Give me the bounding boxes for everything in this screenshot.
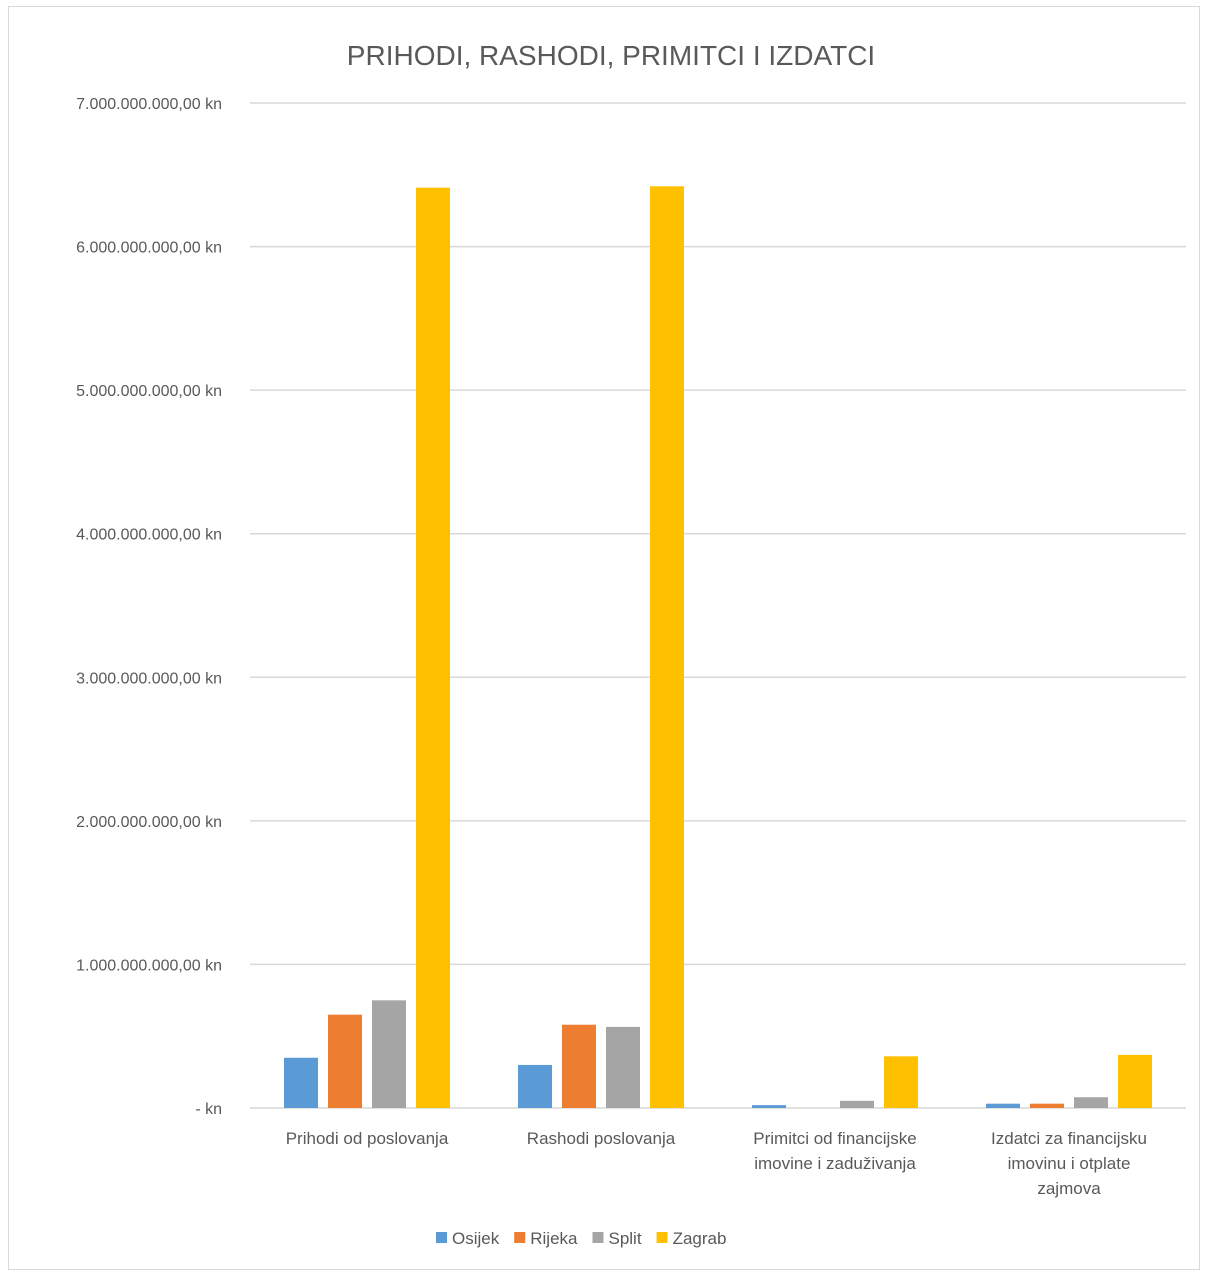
y-tick-label: 6.000.000.000,00 kn (76, 240, 222, 257)
chart-title: PRIHODI, RASHODI, PRIMITCI I IZDATCI (347, 40, 875, 71)
x-category-label: imovinu i otplate (1008, 1154, 1131, 1173)
x-category-label: Prihodi od poslovanja (286, 1129, 449, 1148)
bar-osijek-0 (284, 1057, 318, 1108)
y-tick-label: - kn (195, 1101, 222, 1118)
y-axis-ticks: - kn 1.000.000.000,00 kn 2.000.000.000,00 … (76, 96, 222, 1118)
y-tick-label: 7.000.000.000,00 kn (76, 96, 222, 113)
bar-split-1 (606, 1026, 640, 1108)
bar-zagrab-1 (650, 186, 684, 1108)
bar-split-3 (1074, 1097, 1108, 1108)
legend-label-zagrab: Zagrab (673, 1229, 727, 1248)
bar-split-0 (372, 1000, 406, 1108)
x-category-label: Primitci od financijske (753, 1129, 916, 1148)
bar-rijeka-1 (562, 1024, 596, 1108)
bar-osijek-1 (518, 1064, 552, 1108)
x-category-label: Rashodi poslovanja (527, 1129, 676, 1148)
y-tick-label: 4.000.000.000,00 kn (76, 527, 222, 544)
bar-osijek-3 (986, 1103, 1020, 1108)
x-category-label: Izdatci za financijsku (991, 1129, 1147, 1148)
y-tick-label: 1.000.000.000,00 kn (76, 957, 222, 974)
x-category-label: zajmova (1037, 1179, 1101, 1198)
gridlines (250, 102, 1186, 1109)
legend: Osijek Rijeka Split Zagrab (436, 1229, 726, 1248)
chart-area (8, 6, 1200, 1270)
bar-osijek-2 (752, 1105, 786, 1108)
y-tick-label: 2.000.000.000,00 kn (76, 814, 222, 831)
bar-zagrab-2 (884, 1056, 918, 1108)
bar-rijeka-3 (1030, 1103, 1064, 1108)
legend-label-rijeka: Rijeka (530, 1229, 578, 1248)
bars (284, 186, 1152, 1108)
legend-label-split: Split (608, 1229, 641, 1248)
legend-swatch-zagrab (656, 1232, 668, 1243)
legend-swatch-split (592, 1232, 604, 1243)
bar-rijeka-0 (328, 1014, 362, 1108)
x-category-label: imovine i zaduživanja (754, 1154, 916, 1173)
y-tick-label: 3.000.000.000,00 kn (76, 670, 222, 687)
legend-swatch-osijek (436, 1232, 447, 1243)
legend-label-osijek: Osijek (452, 1229, 500, 1248)
bar-zagrab-0 (416, 187, 450, 1108)
y-tick-label: 5.000.000.000,00 kn (76, 383, 222, 400)
x-axis-categories: Prihodi od poslovanja Rashodi poslovanja P… (286, 1129, 1147, 1198)
bar-split-2 (840, 1100, 874, 1108)
legend-swatch-rijeka (514, 1232, 526, 1243)
bar-zagrab-3 (1118, 1054, 1152, 1108)
